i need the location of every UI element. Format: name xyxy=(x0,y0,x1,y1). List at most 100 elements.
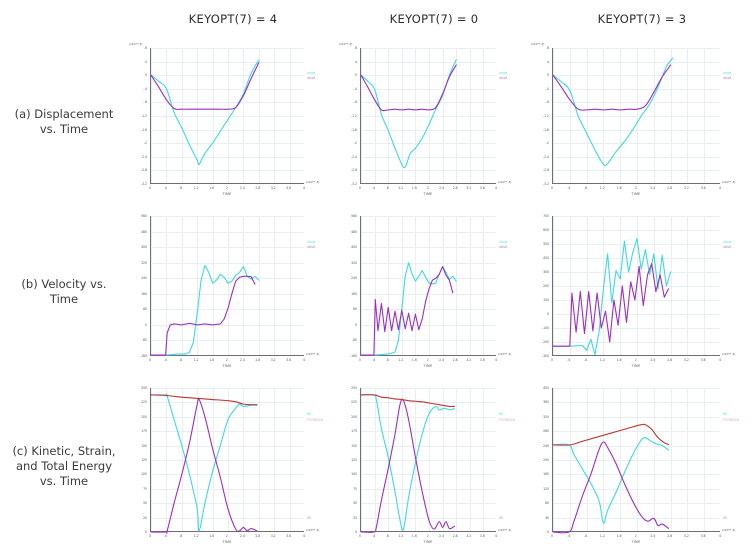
x-tick-label: 2.8 xyxy=(667,358,673,362)
x-tick-label: 2 xyxy=(427,358,429,362)
x-tick-label: 2.8 xyxy=(667,186,673,190)
x-tick-label: 0 xyxy=(359,358,361,362)
x-axis-unit: (x10**-3) xyxy=(306,352,320,356)
legend: vtop vbot xyxy=(499,240,507,250)
x-tick-label: 4 xyxy=(495,358,497,362)
y-tick-label: -2.8 xyxy=(542,168,549,173)
y-tick-label: -80 xyxy=(141,338,147,343)
y-tick-label: -2.4 xyxy=(542,154,549,159)
x-tick-label: 1.2 xyxy=(398,186,404,190)
x-tick-label: 4 xyxy=(719,358,721,362)
y-tick-label: 400 xyxy=(543,256,549,260)
column-header-keyopt-4: KEYOPT(7) = 4 xyxy=(188,12,278,26)
x-tick-label: 3.6 xyxy=(286,358,292,362)
x-axis-unit: (x10**-3) xyxy=(498,352,512,356)
plot-cell-c-k0: 250 225 200 175 150 125 100 75 50 25 0 0.4.8 1.2 1.6 2… xyxy=(338,378,530,554)
y-tick-label: 75 xyxy=(143,486,147,491)
y-tick-label: 0 xyxy=(355,73,357,78)
row-label-energy: (c) Kinetic, Strain, and Total Energy vs… xyxy=(12,443,116,488)
series-container xyxy=(360,388,496,533)
series-container xyxy=(360,48,496,183)
x-tick-label: .4 xyxy=(163,358,167,362)
grid-lines xyxy=(151,388,304,531)
y-tick-label: 25 xyxy=(353,515,357,520)
series-container xyxy=(150,216,304,356)
y-tick-label: -3.2 xyxy=(140,182,147,186)
x-tick-label: 4 xyxy=(303,358,305,362)
grid-lines xyxy=(361,48,496,183)
y-tick-label: 240 xyxy=(351,276,357,281)
series-utop xyxy=(552,57,674,167)
x-tick-label: 4 xyxy=(303,534,305,538)
x-tick-label: .4 xyxy=(372,534,376,538)
grid-corner-spacer xyxy=(0,0,128,38)
y-tick-label: -80 xyxy=(351,338,357,343)
y-tick-label: 400 xyxy=(351,245,357,250)
legend-item-vtop: vtop xyxy=(307,239,316,244)
x-tick-label: .4 xyxy=(163,186,167,190)
x-tick-label: 0 xyxy=(551,186,553,190)
grid-lines xyxy=(553,48,720,183)
x-tick-label: 1.6 xyxy=(616,186,622,190)
y-tick-label: 160 xyxy=(141,291,147,296)
plot-cell-a-k0: .8.4 0 -.4 -.8 -1.2 -1.6 -2 -2.4 -2.8 -3.2 0.4.8 1.… xyxy=(338,38,530,206)
y-tick-label: 320 xyxy=(351,260,357,265)
legend-item-ubot: ubot xyxy=(307,76,316,81)
y-tick-label: 200 xyxy=(543,458,549,462)
x-tick-label: 1.2 xyxy=(398,358,404,362)
y-tick-label: 0 xyxy=(355,322,357,327)
legend-secondary: SE xyxy=(307,516,312,521)
legend-item-utop: utop xyxy=(307,71,316,76)
y-axis-unit: (x10**-3) xyxy=(129,42,143,46)
plot-cell-b-k0: 560 480 400 320 240 160 80 0 -80 -160 0.4.8 1.2 1.6 2… xyxy=(338,206,530,378)
x-tick-label: 2 xyxy=(226,358,228,362)
legend-item-se: SE xyxy=(307,516,312,520)
x-tick-label: 2.4 xyxy=(239,358,245,362)
y-tick-label: 0 xyxy=(547,73,549,78)
legend-item-ke: KE xyxy=(499,412,504,417)
y-tick-label: -2.8 xyxy=(350,168,357,173)
y-tick-label: 200 xyxy=(351,414,357,419)
chart-velocity-keyopt0: 560 480 400 320 240 160 80 0 -80 -160 0.4.8 1.2 1.6 2… xyxy=(338,206,530,378)
y-tick-label: -.4 xyxy=(544,86,549,91)
series-se xyxy=(360,398,456,533)
x-tick-label: 1.6 xyxy=(616,358,622,362)
legend-item-ke: KE xyxy=(723,412,728,417)
plot-cell-c-k3: 400 360 320 280 240 200 160 120 80 40 0 0.4.8 1.2 1.6… xyxy=(530,378,754,554)
y-tick-label: -.4 xyxy=(352,86,357,91)
series-container xyxy=(360,216,496,356)
y-tick-label: 360 xyxy=(543,400,549,405)
plot-area xyxy=(360,48,496,184)
y-tick-label: 250 xyxy=(351,386,357,390)
y-tick-label: 0 xyxy=(355,530,357,534)
x-tick-label: 1.2 xyxy=(193,186,199,190)
y-tick-label: 480 xyxy=(141,229,147,234)
x-tick-label: 2.8 xyxy=(667,534,673,538)
legend: KE TOTALSE xyxy=(723,412,739,422)
y-tick-label: 240 xyxy=(141,276,147,281)
x-tick-label: 1.6 xyxy=(411,358,417,362)
x-tick-label: 4 xyxy=(495,186,497,190)
y-tick-label: -.4 xyxy=(142,86,147,91)
y-tick-label: 25 xyxy=(143,515,147,520)
x-tick-label: 2.4 xyxy=(439,358,445,362)
legend-item-vtop: vtop xyxy=(723,239,732,244)
x-tick-label: 1.6 xyxy=(209,534,215,538)
y-tick-label: 400 xyxy=(543,386,549,390)
x-tick-label: 1.2 xyxy=(599,358,605,362)
x-tick-label: 2 xyxy=(427,186,429,190)
x-tick-label: 1.2 xyxy=(398,534,404,538)
legend-item-vtop: vtop xyxy=(499,239,508,244)
x-tick-label: .8 xyxy=(584,358,588,362)
x-tick-label: 2 xyxy=(226,534,228,538)
series-container xyxy=(150,388,304,534)
series-totalse xyxy=(150,394,258,406)
y-tick-label: -160 xyxy=(139,354,147,358)
plot-cell-b-k4: 560 480 400 320 240 160 80 0 -80 -160 0.4.8 1.2 1.6 2… xyxy=(128,206,338,378)
legend: vtop vbot xyxy=(723,240,731,250)
chart-energy-keyopt0: 250 225 200 175 150 125 100 75 50 25 0 0.4.8 1.2 1.6 2… xyxy=(338,378,530,554)
x-tick-label: .8 xyxy=(584,186,588,190)
x-tick-label: 2.8 xyxy=(452,358,458,362)
series-ubot xyxy=(150,62,260,110)
series-ubot xyxy=(360,64,457,112)
